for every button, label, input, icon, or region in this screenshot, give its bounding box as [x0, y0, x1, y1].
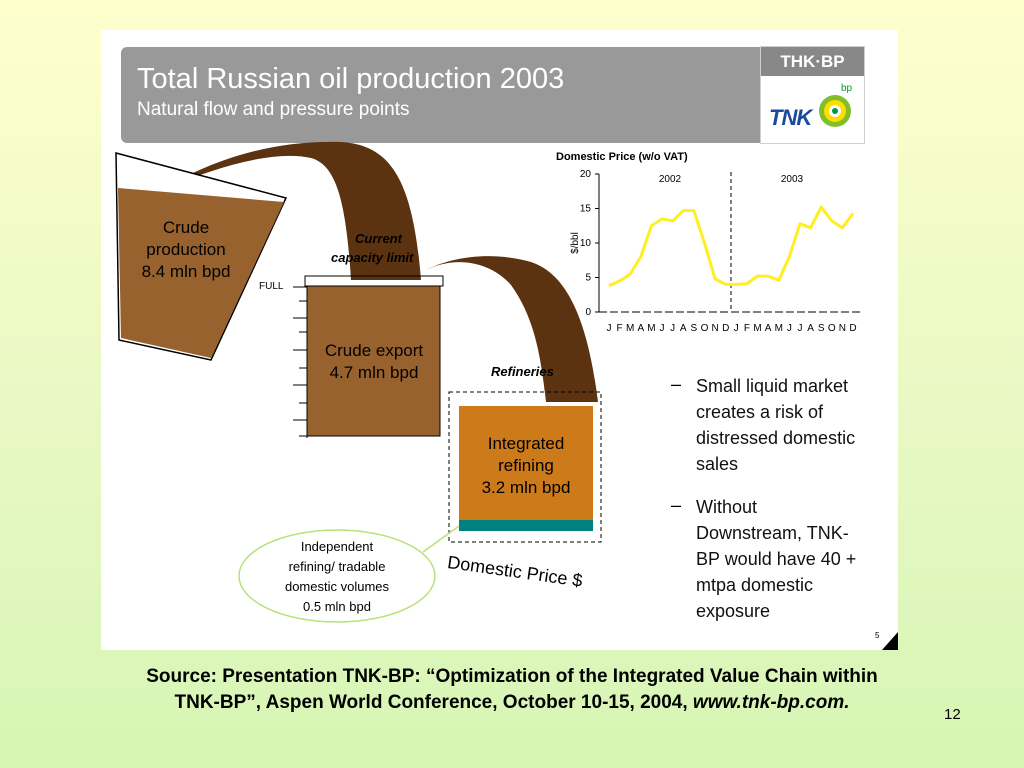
bullet-dash-1: – — [671, 374, 682, 394]
independent-refining-band — [459, 520, 593, 531]
callout-pointer — [422, 525, 460, 553]
oil-flow-diagram — [115, 141, 602, 623]
page-corner-icon — [882, 632, 898, 650]
x-tick-label: F — [744, 323, 750, 334]
slide-title: Total Russian oil production 2003 — [137, 63, 565, 95]
y-axis-label: $/bbl — [570, 232, 581, 254]
title-bar — [121, 47, 766, 143]
x-tick-label: M — [753, 323, 761, 334]
footnote-line-1: Source: Presentation TNK-BP: “Optimizati… — [146, 666, 878, 687]
x-tick-label: A — [765, 323, 772, 334]
bullet-dash-2: – — [671, 495, 682, 515]
x-tick-label: S — [818, 323, 825, 334]
y-tick-label: 15 — [580, 204, 592, 215]
x-tick-label: N — [839, 323, 846, 334]
x-tick-label: O — [828, 323, 836, 334]
source-footnote: Source: Presentation TNK-BP: “Optimizati… — [0, 664, 1024, 716]
slide-subtitle: Natural flow and pressure points — [137, 99, 410, 120]
x-tick-label: J — [607, 323, 612, 334]
x-tick-label: J — [734, 323, 739, 334]
x-tick-label: D — [849, 323, 856, 334]
x-tick-label: J — [670, 323, 675, 334]
inner-slide-number: 5 — [875, 631, 880, 640]
x-tick-label: M — [775, 323, 783, 334]
year-label-2002: 2002 — [659, 174, 682, 185]
flow-stream-to-export — [161, 141, 421, 280]
independent-refining-callout — [238, 529, 436, 623]
tnk-logo-text: TNK — [769, 105, 812, 130]
y-tick-label: 5 — [585, 273, 591, 284]
full-label: FULL — [259, 281, 284, 292]
page-number: 12 — [944, 706, 961, 723]
refineries-label: Refineries — [491, 364, 554, 379]
tnk-bp-logo: THK·BP TNK bp — [760, 46, 865, 144]
y-tick-label: 10 — [580, 238, 592, 249]
crude-export-box — [306, 285, 441, 437]
x-tick-label: J — [660, 323, 665, 334]
x-tick-label: A — [680, 323, 687, 334]
x-tick-label: O — [701, 323, 709, 334]
y-tick-label: 20 — [580, 169, 592, 180]
x-tick-label: D — [722, 323, 729, 334]
bp-helios-icon — [819, 95, 851, 127]
integrated-refining-label: Integrated refining 3.2 mln bpd — [481, 434, 571, 497]
x-tick-label: A — [637, 323, 644, 334]
current-capacity-label: Current capacity limit — [331, 231, 414, 265]
x-tick-label: J — [787, 323, 792, 334]
slide-panel: Total Russian oil production 2003 Natura… — [101, 30, 898, 650]
x-tick-label: M — [626, 323, 634, 334]
footnote-link[interactable]: www.tnk-bp.com. — [692, 692, 850, 713]
x-tick-label: A — [807, 323, 814, 334]
year-label-2003: 2003 — [781, 174, 804, 185]
y-tick-label: 0 — [585, 307, 591, 318]
crude-production-fill — [118, 188, 284, 358]
flow-stream-to-refining — [426, 256, 598, 402]
integrated-refining-box — [459, 406, 593, 521]
x-tick-label: N — [711, 323, 718, 334]
x-tick-label: F — [617, 323, 623, 334]
bullet-2: Without Downstream, TNK- BP would have 4… — [696, 497, 857, 621]
logo-wordmark: THK·BP — [761, 47, 864, 76]
bp-logo-text: bp — [841, 83, 853, 94]
crude-export-label: Crude export 4.7 mln bpd — [324, 341, 424, 382]
chart-title: Domestic Price (w/o VAT) — [556, 151, 688, 163]
crude-production-label: Crude production 8.4 mln bpd — [141, 218, 231, 281]
refineries-frame — [448, 391, 602, 543]
footnote-line-2: TNK-BP”, Aspen World Conference, October… — [174, 692, 850, 713]
x-tick-label: J — [797, 323, 802, 334]
bullet-1: Small liquid market creates a risk of di… — [696, 376, 856, 474]
independent-refining-label: Independent refining/ tradable domestic … — [284, 539, 390, 614]
scale-ticks — [293, 286, 307, 437]
x-tick-label: S — [691, 323, 698, 334]
price-series-line — [608, 205, 855, 288]
x-tick-label: M — [647, 323, 655, 334]
